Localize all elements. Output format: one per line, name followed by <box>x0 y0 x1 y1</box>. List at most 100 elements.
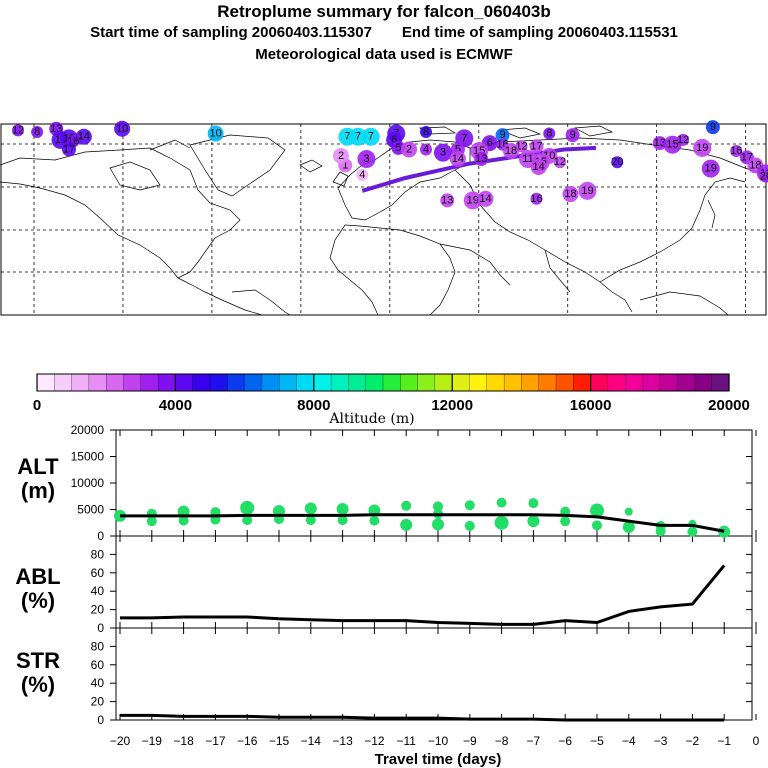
retroplume-map: 1213108111514161710777876599987616121718… <box>0 120 768 316</box>
cluster-day-label: 14 <box>452 153 464 165</box>
cluster-bubble <box>652 136 667 151</box>
cluster-day-label: 13 <box>475 153 487 165</box>
alt-point <box>433 501 443 512</box>
cluster-day-label: 2 <box>338 150 344 162</box>
cluster-marker: 18 <box>503 143 519 160</box>
x-tick-label: −18 <box>173 734 194 748</box>
colorbar-cell <box>694 373 713 392</box>
y-tick-label: 10000 <box>71 476 105 490</box>
x-tick-label: −6 <box>558 734 572 748</box>
cluster-day-label: 19 <box>696 142 708 154</box>
cluster-day-label: 15 <box>666 139 678 151</box>
cluster-day-label: 7 <box>461 132 467 144</box>
str-panel-label: STR (%) <box>16 648 60 697</box>
y-tick-label: 20 <box>91 603 105 617</box>
cluster-day-label: 3 <box>440 147 446 159</box>
x-tick-label: −14 <box>301 734 322 748</box>
met-data-label: Meteorological data used is ECMWF <box>255 46 513 63</box>
x-tick-label: −1 <box>717 734 731 748</box>
colorbar-tick-label: 16000 <box>570 397 612 414</box>
colorbar-cell <box>521 373 540 392</box>
cluster-bubble <box>474 152 489 167</box>
cluster-day-label: 4 <box>359 169 365 181</box>
alt-point <box>592 520 602 531</box>
alt-point <box>336 502 349 515</box>
cluster-day-label: 16 <box>530 193 542 205</box>
cluster-marker: 13 <box>652 136 667 151</box>
cluster-day-label: 5 <box>395 142 401 154</box>
cluster-marker: 20 <box>760 171 768 183</box>
colorbar-cell <box>538 373 557 392</box>
x-tick-label: −7 <box>527 734 541 748</box>
cluster-marker: 2 <box>333 147 349 164</box>
cluster-bubble <box>503 143 519 160</box>
cluster-bubble <box>611 156 624 169</box>
colorbar-cell <box>209 373 228 392</box>
cluster-marker: 12 <box>12 124 24 137</box>
cluster-day-label: 20 <box>611 156 623 168</box>
cluster-bubble <box>553 156 566 169</box>
y-tick-label: 60 <box>91 658 105 672</box>
cluster-bubble <box>357 150 376 169</box>
cluster-marker: 9 <box>565 128 580 143</box>
cluster-marker: 20 <box>611 156 624 169</box>
colorbar-cell <box>607 373 626 392</box>
cluster-day-label: 20 <box>760 171 768 183</box>
alt-point <box>622 520 635 533</box>
colorbar-cell <box>452 373 471 392</box>
retroplume-track <box>361 145 597 193</box>
abl-panel-frame <box>115 535 753 629</box>
cluster-day-label: 14 <box>78 131 90 143</box>
colorbar-cell <box>296 373 315 392</box>
x-tick-label: −16 <box>237 734 258 748</box>
alt-point <box>464 500 475 511</box>
colorbar-cell <box>261 373 280 392</box>
colorbar-cell <box>469 373 488 392</box>
cluster-bubble <box>62 142 76 157</box>
cluster-day-label: 7 <box>368 131 374 143</box>
cluster-day-label: 12 <box>677 134 689 146</box>
colorbar-tick-label: 20000 <box>708 397 750 414</box>
alt-panel-label: ALT (m) <box>17 454 59 503</box>
chart-title: Retroplume summary for falcon_060403b <box>217 2 551 21</box>
y-tick-label: 0 <box>97 529 104 543</box>
colorbar-cell <box>642 373 661 392</box>
cluster-bubble <box>401 141 417 158</box>
cluster-day-label: 18 <box>505 145 517 157</box>
cluster-bubble <box>760 170 768 183</box>
cluster-marker: 15 <box>663 135 682 154</box>
colorbar-cell <box>573 373 592 392</box>
cluster-bubble <box>75 128 92 145</box>
x-tick-label: −13 <box>332 734 353 748</box>
cluster-marker: 4 <box>420 143 432 156</box>
colorbar-cell <box>313 373 332 392</box>
y-tick-label: 20000 <box>71 423 105 437</box>
cluster-day-label: 18 <box>564 188 576 200</box>
cluster-day-label: 8 <box>423 126 429 138</box>
cluster-day-label: 17 <box>63 143 75 155</box>
cluster-marker: 8 <box>543 127 556 140</box>
y-tick-label: 40 <box>91 676 105 690</box>
cluster-marker: 14 <box>530 158 547 175</box>
cluster-day-label: 9 <box>499 129 505 141</box>
track-line <box>361 145 597 193</box>
cluster-marker: 16 <box>730 145 742 158</box>
colorbar-cell <box>71 373 90 392</box>
cluster-marker: 19 <box>578 181 597 200</box>
cluster-marker: 14 <box>477 190 494 207</box>
alt-point <box>494 515 509 530</box>
x-tick-label: −10 <box>428 734 449 748</box>
cluster-bubble <box>705 120 720 135</box>
cluster-marker: 14 <box>75 128 92 145</box>
cluster-marker: 3 <box>357 150 376 169</box>
time-series-panels: 0 5000 10000 15000 20000 0 20 40 60 80 0 20 40 60 80 A… <box>15 423 759 768</box>
x-tick-label: −12 <box>364 734 385 748</box>
cluster-day-label: 6 <box>487 137 493 149</box>
colorbar-cell <box>330 373 349 392</box>
alt-point <box>560 516 571 527</box>
colorbar-cell <box>676 373 695 392</box>
colorbar-cell <box>434 373 453 392</box>
x-tick-label: −3 <box>654 734 668 748</box>
colorbar-tick-label: 4000 <box>159 397 192 414</box>
colorbar-cell <box>486 373 505 392</box>
